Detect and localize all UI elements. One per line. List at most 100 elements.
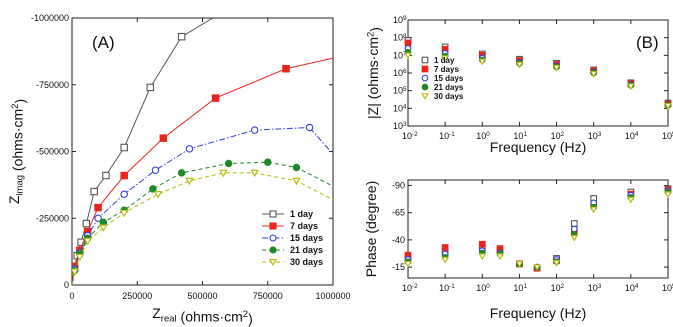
data-point xyxy=(552,259,561,267)
data-point xyxy=(159,134,168,142)
y-tick-label: -40 xyxy=(392,235,405,245)
data-point xyxy=(441,244,449,251)
series-30-days xyxy=(404,191,672,272)
data-point xyxy=(269,234,277,242)
legend-entry: 15 days xyxy=(434,74,464,83)
x-tick-label: 104 xyxy=(625,283,639,293)
data-point xyxy=(570,220,578,227)
y-tick-label: 105 xyxy=(393,86,407,96)
x-tick-label: 250000 xyxy=(122,291,152,301)
data-point xyxy=(421,74,429,82)
panel-label: (B) xyxy=(636,33,659,52)
plot-frame xyxy=(407,179,669,279)
x-tick-label: 105 xyxy=(662,283,673,293)
x-axis-label: Frequency (Hz) xyxy=(490,305,586,321)
data-point xyxy=(269,259,277,267)
legend-entry: 1 day xyxy=(434,56,455,65)
data-point xyxy=(120,171,128,180)
data-point xyxy=(185,145,194,153)
data-point xyxy=(75,253,84,262)
data-point xyxy=(292,177,301,186)
data-point xyxy=(263,158,272,166)
legend-entry: 7 days xyxy=(434,65,459,74)
x-tick-label: 750000 xyxy=(253,291,283,301)
x-axis-label: Zreal (ohms·cm2) xyxy=(152,305,253,326)
legend-entry: 1 day xyxy=(290,209,313,219)
series-30-days xyxy=(404,52,672,110)
data-point xyxy=(94,203,102,212)
data-point xyxy=(496,253,504,261)
y-tick-label: 103 xyxy=(393,121,407,131)
data-point xyxy=(404,39,412,47)
x-tick-label: 10-2 xyxy=(402,131,418,141)
y-tick-label: -500000 xyxy=(36,147,69,157)
data-point xyxy=(94,214,102,223)
data-point xyxy=(250,126,259,134)
data-point xyxy=(177,32,186,41)
data-point xyxy=(404,52,412,60)
data-point xyxy=(146,83,155,92)
legend-entry: 15 days xyxy=(290,233,323,243)
series-group xyxy=(72,18,333,285)
data-point xyxy=(250,169,259,178)
data-point xyxy=(269,246,277,254)
legend-entry: 30 days xyxy=(434,92,464,101)
x-tick-label: 100 xyxy=(476,283,490,293)
data-point xyxy=(77,238,85,247)
legend-entry: 7 days xyxy=(290,221,318,231)
y-axis-label: Zimag (ohms·cm2) xyxy=(6,99,27,204)
bode-magnitude-plot: 10-2 10-1 100 101 102 103 104 105 103 104 105 106 10… xyxy=(365,15,673,155)
data-point xyxy=(515,61,524,69)
y-tick-label: -750000 xyxy=(36,80,69,90)
data-point xyxy=(102,171,110,180)
data-point xyxy=(149,185,157,193)
x-tick-label: 10-1 xyxy=(439,131,455,141)
data-point xyxy=(441,256,449,264)
data-point xyxy=(120,190,128,198)
data-point xyxy=(421,93,429,100)
data-point xyxy=(292,163,301,172)
data-point xyxy=(82,219,91,228)
y-tick-label: -1000000 xyxy=(31,13,69,23)
x-tick-label: 500000 xyxy=(187,291,217,301)
data-point xyxy=(120,143,128,152)
data-point xyxy=(533,264,541,272)
x-tick-label: 1000000 xyxy=(315,291,350,301)
data-point xyxy=(421,56,429,64)
x-tick-label: 0 xyxy=(69,291,74,301)
y-tick-label: 109 xyxy=(393,15,407,25)
y-tick-label: -90 xyxy=(392,180,405,190)
series-line xyxy=(72,172,333,285)
data-point xyxy=(421,65,429,73)
legend-entry: 21 days xyxy=(434,83,464,92)
series-30-days xyxy=(72,169,333,285)
data-point xyxy=(83,237,92,246)
y-tick-label: 106 xyxy=(393,68,407,78)
x-axis-label: Frequency (Hz) xyxy=(490,139,586,155)
data-point xyxy=(151,166,160,174)
data-point xyxy=(282,64,290,73)
x-tick-label: 10-2 xyxy=(402,283,418,293)
data-point xyxy=(269,222,277,230)
x-tick-label: 10-1 xyxy=(439,283,455,293)
nyquist-plot: 0 250000 500000 750000 1000000 0 -250000 -50000… xyxy=(6,13,351,326)
x-tick-label: 103 xyxy=(588,131,602,141)
bode-phase-plot: 10-2 10-1 100 101 102 103 104 105 -15 -40 -65 -90 Fr… xyxy=(363,179,673,321)
data-point xyxy=(90,187,98,196)
data-point xyxy=(570,225,578,233)
x-tick-label: 101 xyxy=(513,131,527,141)
y-tick-label: 0 xyxy=(64,280,69,290)
data-point xyxy=(72,268,79,276)
panel-label: (A) xyxy=(92,33,115,52)
y-tick-label: 107 xyxy=(393,50,407,60)
x-tick-label: 100 xyxy=(476,131,490,141)
y-tick-label: -15 xyxy=(392,262,405,272)
data-point xyxy=(627,83,635,91)
y-axis-label: |Z| (ohms·cm2) xyxy=(365,27,383,119)
data-point xyxy=(219,169,228,178)
data-point xyxy=(664,102,672,110)
y-tick-label: 104 xyxy=(393,103,407,113)
data-point xyxy=(664,191,672,199)
